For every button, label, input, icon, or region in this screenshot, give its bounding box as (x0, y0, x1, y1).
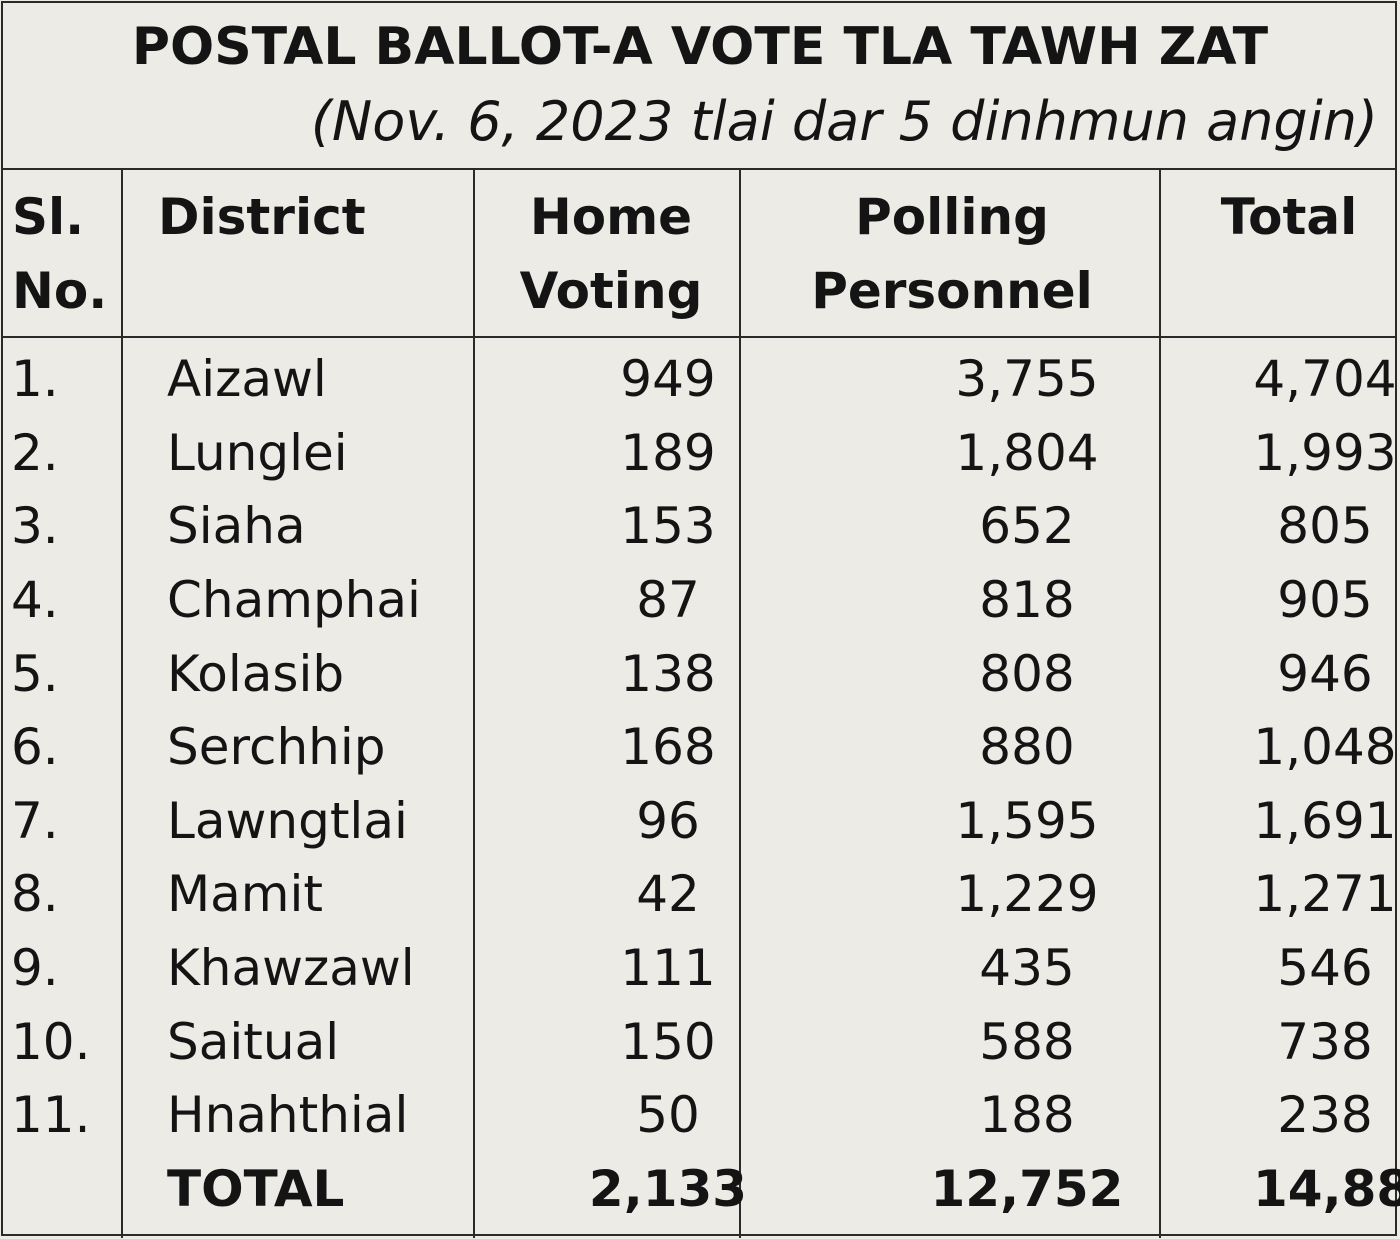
table-subtitle: (Nov. 6, 2023 tlai dar 5 dinhmun angin) (310, 90, 1378, 153)
table-row: 8. Mamit 42 1,229 1,271 (1, 858, 1397, 932)
cell-total: 4,704 (1253, 350, 1397, 409)
cell-sl: 3. (11, 497, 59, 556)
table-row: 7. Lawngtlai 96 1,595 1,691 (1, 785, 1397, 859)
cell-sl: 6. (11, 718, 59, 777)
header-divider-bottom (1, 336, 1397, 338)
cell-sl: 8. (11, 865, 59, 924)
table-row: 2. Lunglei 189 1,804 1,993 (1, 417, 1397, 491)
cell-home-voting: 150 (620, 1012, 716, 1071)
cell-polling-personnel: 1,595 (955, 791, 1099, 850)
cell-total: 1,048 (1253, 718, 1397, 777)
header-polling-personnel: Polling Personnel (811, 188, 1093, 320)
table-row: 4. Champhai 87 818 905 (1, 564, 1397, 638)
cell-district: Aizawl (167, 350, 327, 409)
cell-total: 946 (1277, 644, 1373, 703)
cell-total: 1,993 (1253, 423, 1397, 482)
cell-polling-personnel: 188 (979, 1086, 1075, 1145)
data-table: 1. Aizawl 949 3,755 4,704 2. Lunglei 189… (1, 343, 1400, 1227)
total-polling-personnel: 12,752 (930, 1159, 1124, 1218)
grand-total: 14,885 (1253, 1159, 1400, 1218)
table-row: 9. Khawzawl 111 435 546 (1, 932, 1397, 1006)
header-home-voting: Home Voting (519, 188, 703, 320)
table-row: 3. Siaha 153 652 805 (1, 490, 1397, 564)
cell-home-voting: 111 (620, 939, 716, 998)
cell-total: 805 (1277, 497, 1373, 556)
cell-home-voting: 189 (620, 423, 716, 482)
total-home-voting: 2,133 (588, 1159, 748, 1218)
cell-home-voting: 949 (620, 350, 716, 409)
cell-sl: 4. (11, 571, 59, 630)
cell-polling-personnel: 3,755 (955, 350, 1099, 409)
cell-home-voting: 138 (620, 644, 716, 703)
header-sl-no: Sl. No. (12, 188, 108, 320)
column-divider (121, 170, 123, 1238)
cell-total: 546 (1277, 939, 1373, 998)
cell-sl: 11. (11, 1086, 91, 1145)
cell-polling-personnel: 1,804 (955, 423, 1099, 482)
cell-home-voting: 87 (636, 571, 700, 630)
cell-district: Lunglei (167, 423, 348, 482)
cell-sl: 5. (11, 644, 59, 703)
cell-district: Hnahthial (167, 1086, 409, 1145)
cell-total: 905 (1277, 571, 1373, 630)
cell-sl: 2. (11, 423, 59, 482)
cell-district: Saitual (167, 1012, 340, 1071)
cell-district: Lawngtlai (167, 791, 408, 850)
cell-sl-empty (1, 1153, 133, 1227)
cell-total: 1,271 (1253, 865, 1397, 924)
header-divider-top (1, 168, 1397, 170)
cell-home-voting: 96 (636, 791, 700, 850)
cell-total: 1,691 (1253, 791, 1397, 850)
cell-sl: 10. (11, 1012, 91, 1071)
total-row: TOTAL 2,133 12,752 14,885 (1, 1153, 1400, 1227)
cell-district: Champhai (167, 571, 421, 630)
cell-district: Kolasib (167, 644, 345, 703)
cell-total: 238 (1277, 1086, 1373, 1145)
cell-polling-personnel: 818 (979, 571, 1075, 630)
table-row: 10. Saitual 150 588 738 (1, 1005, 1397, 1079)
cell-home-voting: 50 (636, 1086, 700, 1145)
column-divider (739, 170, 741, 1238)
cell-district: Serchhip (167, 718, 386, 777)
cell-sl: 9. (11, 939, 59, 998)
cell-district: Khawzawl (167, 939, 415, 998)
cell-home-voting: 153 (620, 497, 716, 556)
cell-polling-personnel: 808 (979, 644, 1075, 703)
cell-district: Mamit (167, 865, 323, 924)
table-row: 5. Kolasib 138 808 946 (1, 637, 1397, 711)
cell-sl: 7. (11, 791, 59, 850)
cell-total: 738 (1277, 1012, 1373, 1071)
cell-district: Siaha (167, 497, 306, 556)
table-title: POSTAL BALLOT-A VOTE TLA TAWH ZAT (131, 17, 1269, 77)
table-row: 6. Serchhip 168 880 1,048 (1, 711, 1397, 785)
cell-home-voting: 168 (620, 718, 716, 777)
cell-sl: 1. (11, 350, 59, 409)
table-row: 11. Hnahthial 50 188 238 (1, 1079, 1397, 1153)
column-divider (1159, 170, 1161, 1238)
cell-polling-personnel: 435 (979, 939, 1075, 998)
cell-polling-personnel: 588 (979, 1012, 1075, 1071)
column-divider (473, 170, 475, 1238)
header-total: Total (1220, 188, 1358, 246)
cell-home-voting: 42 (636, 865, 700, 924)
cell-polling-personnel: 880 (979, 718, 1075, 777)
total-label: TOTAL (167, 1159, 345, 1218)
cell-polling-personnel: 652 (979, 497, 1075, 556)
header-district: District (158, 188, 366, 246)
cell-polling-personnel: 1,229 (955, 865, 1099, 924)
table-row: 1. Aizawl 949 3,755 4,704 (1, 343, 1397, 417)
